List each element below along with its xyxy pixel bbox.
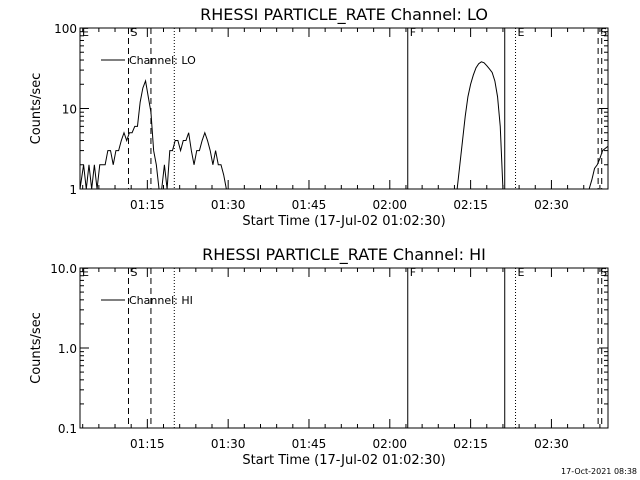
x-tick-label: 01:15 (130, 198, 165, 212)
y-tick-label: 0.1 (58, 422, 77, 436)
series-line (456, 61, 504, 190)
chart-title: RHESSI PARTICLE_RATE Channel: HI (202, 245, 486, 265)
marker-label: S (130, 266, 137, 279)
x-tick-label: 02:15 (453, 198, 488, 212)
y-tick-label: 10.0 (50, 262, 77, 276)
legend-label: Channel: LO (129, 54, 196, 67)
legend-label: Channel: HI (129, 294, 193, 307)
plot-frame (79, 267, 609, 429)
y-tick-label: 100 (54, 22, 77, 36)
marker-label: F (410, 26, 416, 39)
marker-label: F (410, 266, 416, 279)
x-tick-label: 01:45 (292, 198, 327, 212)
x-axis-label: Start Time (17-Jul-02 01:02:30) (242, 214, 445, 229)
marker-label: E (82, 26, 89, 39)
timestamp: 17-Oct-2021 08:38 (561, 467, 637, 476)
y-tick-label: 1 (69, 183, 77, 197)
y-axis-label: Counts/sec (29, 73, 44, 145)
series-line (79, 79, 227, 190)
x-tick-label: 02:30 (534, 198, 569, 212)
x-axis-label: Start Time (17-Jul-02 01:02:30) (242, 453, 445, 468)
x-tick-label: 02:00 (372, 437, 407, 451)
plot-frame (79, 27, 609, 190)
x-tick-label: 02:15 (453, 437, 488, 451)
plot-hi: RHESSI PARTICLE_RATE Channel: HI Start Ti… (29, 245, 609, 468)
marker-label: E (518, 26, 525, 39)
x-tick-label: 01:45 (292, 437, 327, 451)
marker-label: E (82, 266, 89, 279)
marker-label: S (600, 26, 607, 39)
marker-label: S (130, 26, 137, 39)
marker-label: S (600, 266, 607, 279)
y-tick-label: 10 (62, 103, 77, 117)
marker-label: E (518, 266, 525, 279)
y-axis-label: Counts/sec (29, 312, 44, 384)
x-tick-label: 02:00 (372, 198, 407, 212)
series-line (588, 145, 609, 190)
x-tick-label: 01:30 (211, 198, 246, 212)
plot-lo: RHESSI PARTICLE_RATE Channel: LO Start Ti… (29, 5, 609, 229)
x-tick-label: 01:30 (211, 437, 246, 451)
x-tick-label: 01:15 (130, 437, 165, 451)
x-tick-label: 02:30 (534, 437, 569, 451)
chart-title: RHESSI PARTICLE_RATE Channel: LO (200, 5, 488, 25)
y-tick-label: 1.0 (58, 342, 77, 356)
